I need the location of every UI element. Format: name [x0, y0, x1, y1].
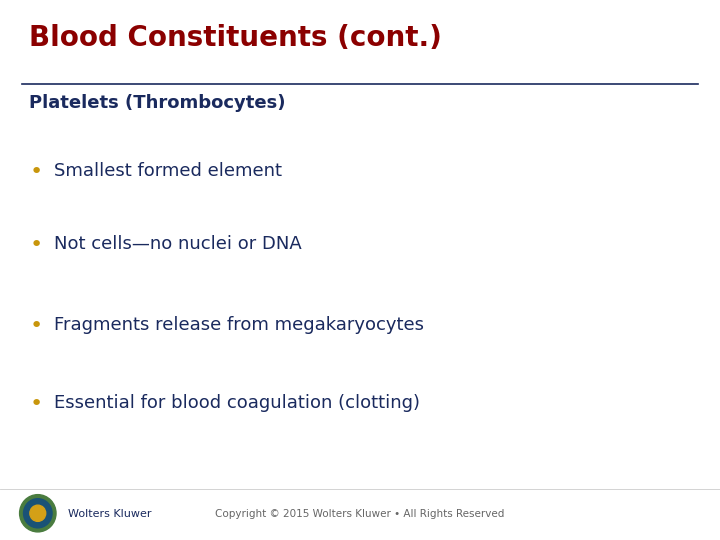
Text: Not cells—no nuclei or DNA: Not cells—no nuclei or DNA [54, 235, 302, 253]
Text: •: • [30, 235, 42, 255]
Text: •: • [30, 394, 42, 414]
Text: Smallest formed element: Smallest formed element [54, 162, 282, 180]
Text: Essential for blood coagulation (clotting): Essential for blood coagulation (clottin… [54, 394, 420, 412]
Text: Copyright © 2015 Wolters Kluwer • All Rights Reserved: Copyright © 2015 Wolters Kluwer • All Ri… [215, 509, 505, 519]
Text: •: • [30, 162, 42, 182]
Text: Wolters Kluwer: Wolters Kluwer [68, 509, 152, 519]
Text: •: • [30, 316, 42, 336]
Circle shape [30, 505, 46, 522]
Text: Platelets (Thrombocytes): Platelets (Thrombocytes) [29, 94, 285, 112]
Circle shape [19, 495, 56, 532]
Text: Blood Constituents (cont.): Blood Constituents (cont.) [29, 24, 441, 52]
Circle shape [24, 499, 52, 528]
Text: Fragments release from megakaryocytes: Fragments release from megakaryocytes [54, 316, 424, 334]
